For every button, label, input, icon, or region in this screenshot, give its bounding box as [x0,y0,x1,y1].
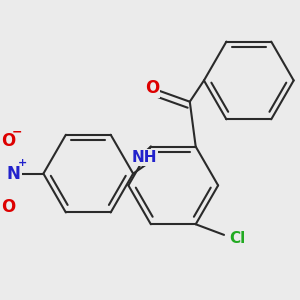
Text: O: O [1,132,15,150]
Text: O: O [1,198,15,216]
Text: NH: NH [132,150,157,165]
Text: O: O [145,79,159,97]
Text: +: + [17,158,27,168]
Text: Cl: Cl [229,231,245,246]
Text: N: N [7,165,21,183]
Text: −: − [12,126,23,139]
